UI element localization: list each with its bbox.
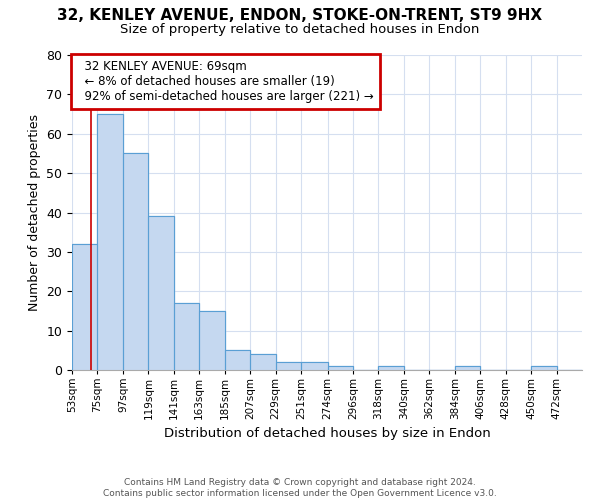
Text: 32 KENLEY AVENUE: 69sqm
  ← 8% of detached houses are smaller (19)
  92% of semi: 32 KENLEY AVENUE: 69sqm ← 8% of detached… [77,60,374,102]
Text: Contains HM Land Registry data © Crown copyright and database right 2024.
Contai: Contains HM Land Registry data © Crown c… [103,478,497,498]
Text: Size of property relative to detached houses in Endon: Size of property relative to detached ho… [121,22,479,36]
Y-axis label: Number of detached properties: Number of detached properties [28,114,41,311]
Text: 32, KENLEY AVENUE, ENDON, STOKE-ON-TRENT, ST9 9HX: 32, KENLEY AVENUE, ENDON, STOKE-ON-TRENT… [58,8,542,22]
X-axis label: Distribution of detached houses by size in Endon: Distribution of detached houses by size … [164,428,490,440]
